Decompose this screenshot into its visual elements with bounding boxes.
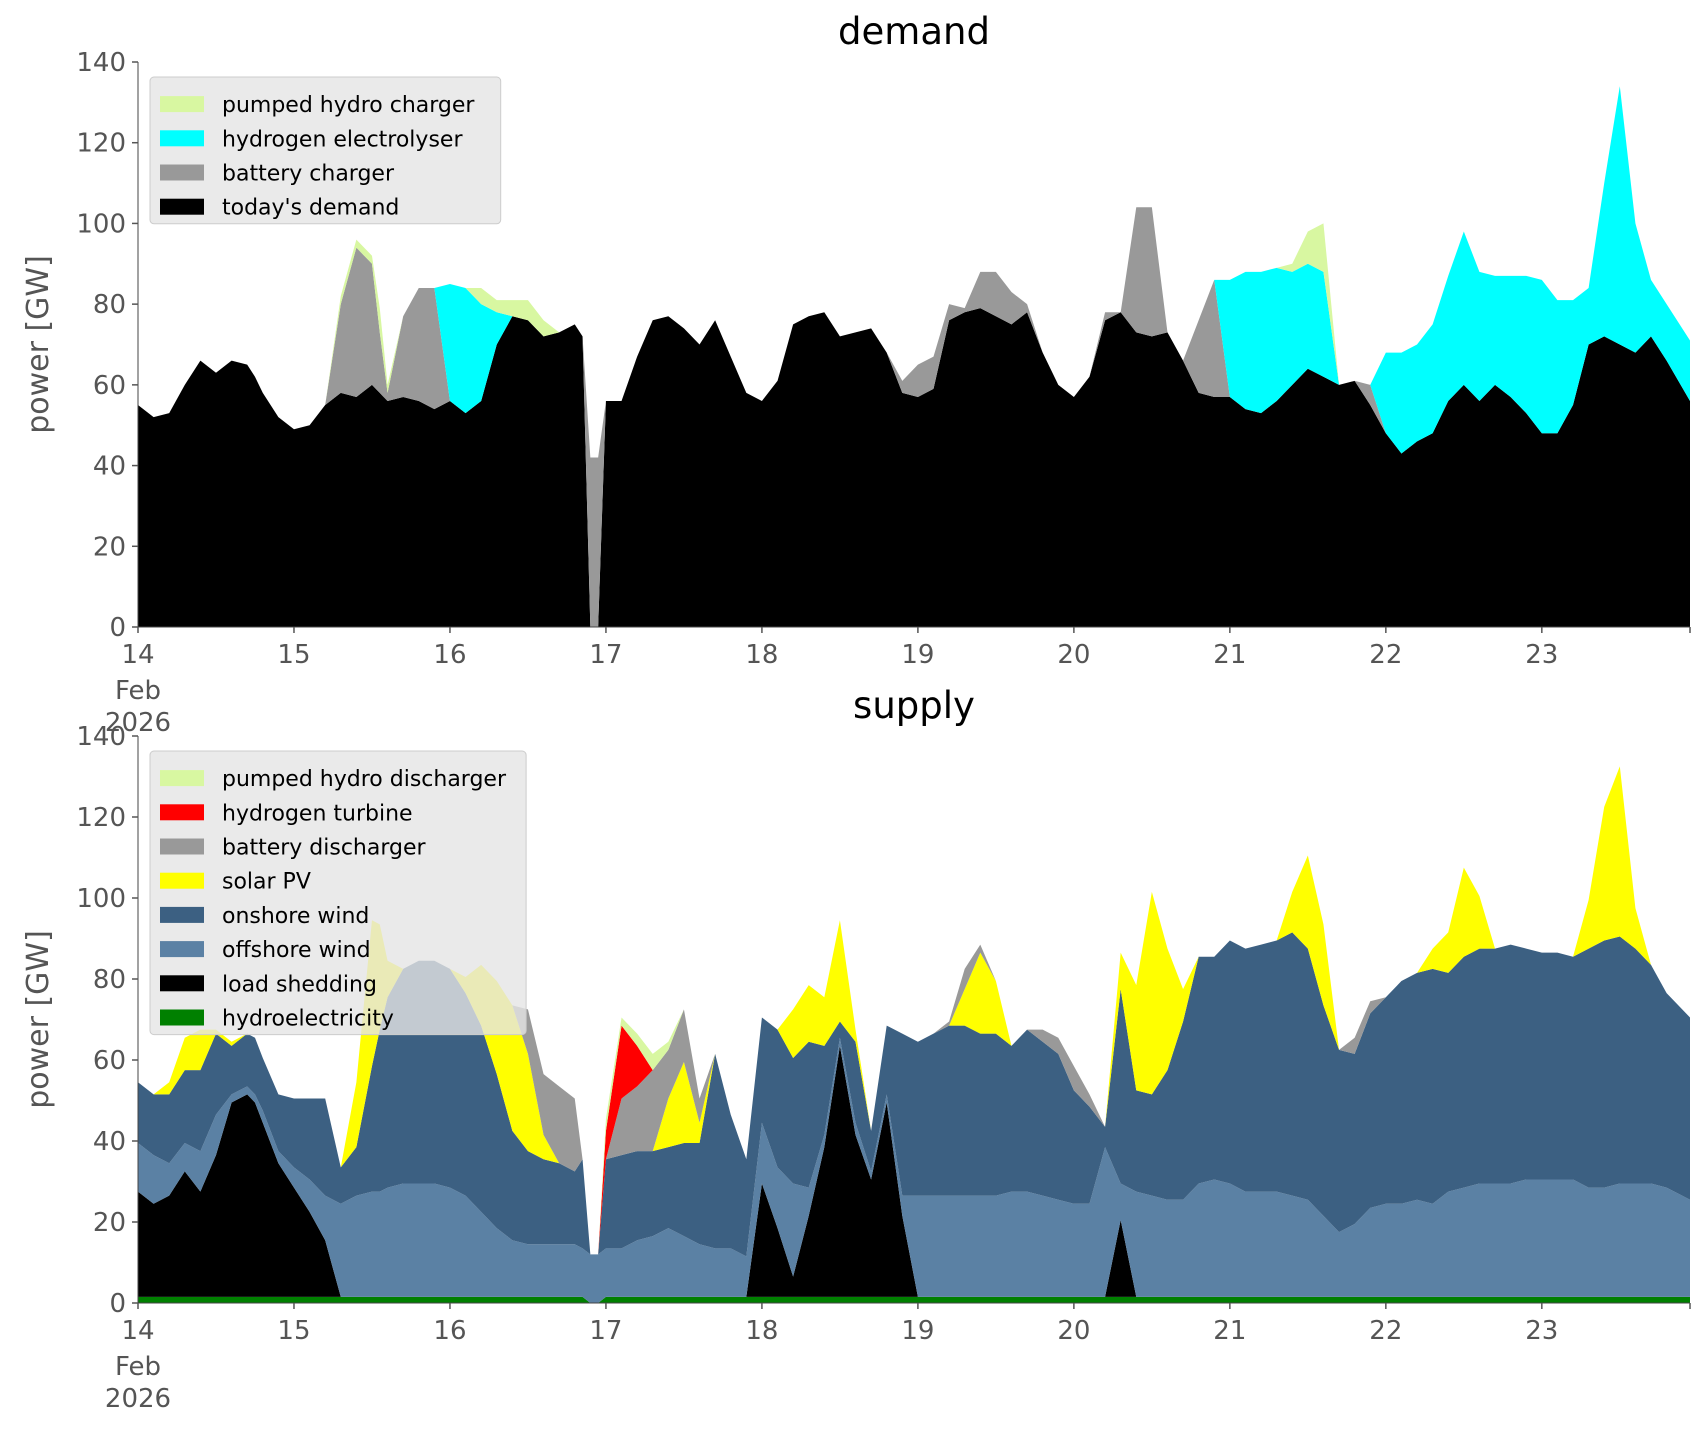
demand-ytick-label: 100 xyxy=(76,209,126,239)
demand-xtick-label: 18 xyxy=(745,640,778,670)
demand-ytick-label: 140 xyxy=(76,48,126,78)
demand-areas xyxy=(138,86,1690,628)
demand-legend-label: pumped hydro charger xyxy=(222,93,475,118)
demand-legend-item: battery charger xyxy=(160,162,395,187)
demand-ytick-label: 120 xyxy=(76,129,126,159)
supply-ytick-label: 0 xyxy=(109,1289,126,1319)
demand-xtick-label: 15 xyxy=(277,640,310,670)
demand-legend-swatch xyxy=(160,164,204,181)
supply-legend-item: hydrogen turbine xyxy=(160,801,413,826)
supply-ytick-label: 60 xyxy=(93,1046,126,1076)
supply-ytick-label: 80 xyxy=(93,965,126,995)
demand-xtick-label: 16 xyxy=(433,640,466,670)
supply-xtick-sublabel: Feb xyxy=(115,1352,161,1382)
demand-legend-box xyxy=(149,76,502,225)
demand-xtick-label: 20 xyxy=(1057,640,1090,670)
supply-legend-item: onshore wind xyxy=(160,904,369,929)
demand-xtick-label: 17 xyxy=(589,640,622,670)
supply-legend-swatch xyxy=(160,906,204,923)
supply-legend-label: pumped hydro discharger xyxy=(222,767,507,792)
supply-areas xyxy=(138,766,1690,1303)
supply-ylabel: power [GW] xyxy=(21,930,56,1109)
demand-xtick-label: 23 xyxy=(1525,640,1558,670)
supply-legend-swatch xyxy=(160,975,204,992)
supply-legend-label: hydrogen turbine xyxy=(222,801,413,826)
demand-legend: pumped hydro charger hydrogen electrolyse… xyxy=(149,76,502,225)
supply-xtick-label: 22 xyxy=(1369,1316,1402,1346)
demand-legend-swatch xyxy=(160,130,204,147)
supply-legend-box xyxy=(149,750,527,1036)
supply-ytick-label: 20 xyxy=(93,1208,126,1238)
demand-ytick-label: 0 xyxy=(109,613,126,643)
supply-area-load-shedding xyxy=(138,1045,1690,1303)
supply-legend-item: hydroelectricity xyxy=(160,1007,394,1032)
demand-legend-item: hydrogen electrolyser xyxy=(160,127,463,152)
demand-legend-item: today's demand xyxy=(160,196,399,221)
supply-legend-label: load shedding xyxy=(222,972,377,997)
demand-legend-item: pumped hydro charger xyxy=(160,93,475,118)
demand-title: demand xyxy=(838,10,990,53)
supply-legend-item: battery discharger xyxy=(160,836,427,861)
supply-xtick-label: 18 xyxy=(745,1316,778,1346)
supply-ytick-label: 120 xyxy=(76,803,126,833)
supply-legend-swatch xyxy=(160,770,204,787)
supply-legend-swatch xyxy=(160,1009,204,1026)
supply-xtick-label: 15 xyxy=(277,1316,310,1346)
supply-legend-label: offshore wind xyxy=(222,938,371,963)
demand-ylabel: power [GW] xyxy=(21,255,56,434)
supply-legend-label: hydroelectricity xyxy=(222,1007,394,1032)
demand-ytick-label: 80 xyxy=(93,290,126,320)
supply-legend-swatch xyxy=(160,872,204,889)
supply-legend-item: solar PV xyxy=(160,870,311,895)
supply-xtick-sublabel: 2026 xyxy=(105,1384,171,1414)
supply-area-solar-pv xyxy=(138,766,1690,1255)
demand-area-today-s-demand xyxy=(138,308,1690,627)
supply-xtick-label: 21 xyxy=(1213,1316,1246,1346)
supply-legend-swatch xyxy=(160,838,204,855)
demand-legend-label: battery charger xyxy=(222,162,395,187)
supply-xtick-label: 19 xyxy=(901,1316,934,1346)
supply-legend-item: offshore wind xyxy=(160,938,371,963)
demand-xtick-label: 14 xyxy=(121,640,154,670)
supply-legend-swatch xyxy=(160,941,204,958)
demand-xtick-sublabel: 2026 xyxy=(105,708,171,738)
demand-legend-swatch xyxy=(160,198,204,215)
demand-xtick-label: 22 xyxy=(1369,640,1402,670)
supply-xtick-label: 17 xyxy=(589,1316,622,1346)
supply-legend-item: load shedding xyxy=(160,972,377,997)
supply-ytick-label: 100 xyxy=(76,884,126,914)
demand-legend-label: hydrogen electrolyser xyxy=(222,127,463,152)
supply-ytick-label: 40 xyxy=(93,1127,126,1157)
demand-ytick-label: 40 xyxy=(93,452,126,482)
demand-area-hydrogen-electrolyser xyxy=(138,86,1690,458)
demand-legend-swatch xyxy=(160,96,204,113)
demand-xtick-label: 19 xyxy=(901,640,934,670)
supply-legend-label: solar PV xyxy=(222,870,311,895)
demand-xtick-label: 21 xyxy=(1213,640,1246,670)
demand-area-battery-charger xyxy=(138,207,1690,628)
supply-legend-item: pumped hydro discharger xyxy=(160,767,507,792)
supply-ytick-label: 140 xyxy=(76,722,126,752)
supply-legend-swatch xyxy=(160,804,204,821)
supply-xtick-label: 23 xyxy=(1525,1316,1558,1346)
demand-legend-label: today's demand xyxy=(222,196,399,221)
supply-area-hydroelectricity xyxy=(138,1296,1690,1303)
supply-title: supply xyxy=(853,684,975,727)
supply-legend-label: onshore wind xyxy=(222,904,369,929)
supply-xtick-label: 14 xyxy=(121,1316,154,1346)
demand-ytick-label: 60 xyxy=(93,371,126,401)
supply-legend-label: battery discharger xyxy=(222,836,427,861)
supply-legend: pumped hydro discharger hydrogen turbine b… xyxy=(149,750,527,1036)
supply-area-offshore-wind xyxy=(138,1037,1690,1303)
supply-xtick-label: 16 xyxy=(433,1316,466,1346)
supply-xtick-label: 20 xyxy=(1057,1316,1090,1346)
demand-ytick-label: 20 xyxy=(93,532,126,562)
demand-xtick-sublabel: Feb xyxy=(115,676,161,706)
supply-area-onshore-wind xyxy=(138,932,1690,1257)
